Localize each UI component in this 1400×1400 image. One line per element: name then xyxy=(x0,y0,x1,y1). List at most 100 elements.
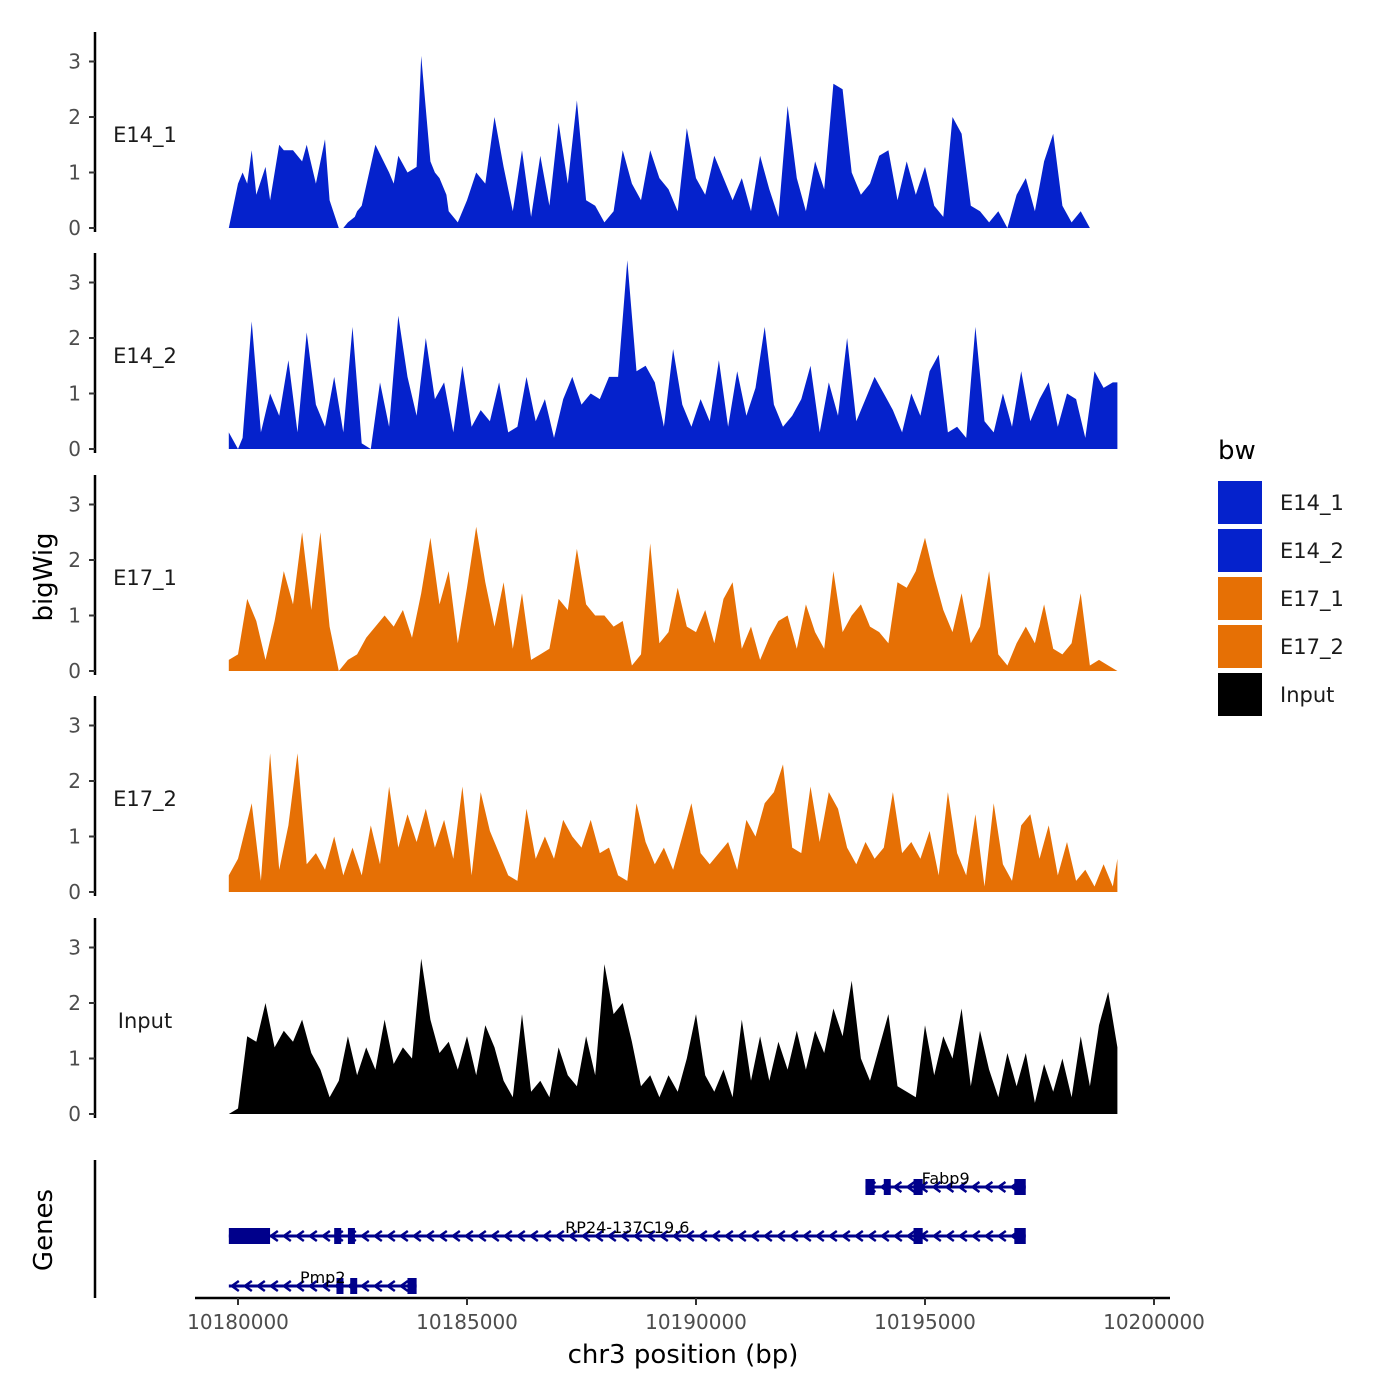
genes-track: Fabp9 RP24-137C19.6 Pmp2 xyxy=(93,1160,1026,1298)
y-tick-label-input-2: 2 xyxy=(68,991,81,1015)
x-tick-label-10180000: 10180000 xyxy=(187,1310,289,1334)
exon-rp24-137c19-6-2 xyxy=(347,1228,355,1244)
exon-rp24-137c19-6-1 xyxy=(334,1228,342,1244)
x-tick-label-10195000: 10195000 xyxy=(874,1310,976,1334)
strand-arrow-icon xyxy=(658,1229,669,1243)
strand-arrow-icon xyxy=(957,1229,968,1243)
y-tick-label-e17-2-3: 3 xyxy=(68,714,81,738)
strand-arrow-icon xyxy=(697,1229,708,1243)
strand-arrow-icon xyxy=(281,1229,292,1243)
gene-label-rp24-137c19-6: RP24-137C19.6 xyxy=(565,1218,689,1237)
strand-arrow-icon xyxy=(268,1279,279,1293)
y-tick-label-e14-1-1: 1 xyxy=(68,161,81,185)
strand-arrow-icon xyxy=(281,1279,292,1293)
exon-fabp9-0 xyxy=(865,1179,875,1195)
strand-arrow-icon xyxy=(502,1229,513,1243)
y-tick-label-e17-2-2: 2 xyxy=(68,769,81,793)
strand-arrow-icon xyxy=(294,1229,305,1243)
strand-arrow-icon xyxy=(996,1180,1007,1194)
area-series-input xyxy=(228,958,1118,1114)
tracks-layer: 0 1 2 3 E14_1 0 1 2 3 E14_2 0 1 2 3 E17_1 0 1 2 3 E17_2 0 1 2 3… xyxy=(68,32,1118,1126)
exon-pmp2-0 xyxy=(336,1278,344,1294)
y-tick-label-e17-1-3: 3 xyxy=(68,493,81,517)
strand-arrow-icon xyxy=(671,1229,682,1243)
legend-entry-e17-1: E17_1 xyxy=(1218,577,1344,620)
y-tick-label-e14-1-0: 0 xyxy=(68,216,81,240)
track-label-e14-2: E14_2 xyxy=(113,344,177,369)
legend-entry-input: Input xyxy=(1218,673,1334,716)
gene-label-fabp9: Fabp9 xyxy=(922,1169,970,1188)
exon-fabp9-1 xyxy=(883,1179,891,1195)
x-axis-title: chr3 position (bp) xyxy=(568,1340,799,1370)
strand-arrow-icon xyxy=(437,1229,448,1243)
track-label-e17-2: E17_2 xyxy=(113,787,177,812)
track-label-input: Input xyxy=(118,1009,172,1033)
legend-swatch-e17-1 xyxy=(1218,577,1262,620)
legend: bw E14_1 E14_2 E17_1 E17_2 Input xyxy=(1218,436,1344,716)
legend-swatch-input xyxy=(1218,673,1262,716)
x-tick-label-10185000: 10185000 xyxy=(416,1310,518,1334)
strand-arrow-icon xyxy=(580,1229,591,1243)
legend-label-e17-1: E17_1 xyxy=(1280,587,1344,612)
strand-arrow-icon xyxy=(242,1279,253,1293)
strand-arrow-icon xyxy=(463,1229,474,1243)
strand-arrow-icon xyxy=(801,1229,812,1243)
strand-arrow-icon xyxy=(528,1229,539,1243)
legend-label-e14-1: E14_1 xyxy=(1280,491,1344,516)
gene-pmp2: Pmp2 xyxy=(228,1268,417,1294)
legend-entry-e14-1: E14_1 xyxy=(1218,481,1344,524)
strand-arrow-icon xyxy=(307,1229,318,1243)
strand-arrow-icon xyxy=(775,1229,786,1243)
strand-arrow-icon xyxy=(632,1229,643,1243)
y-tick-label-e17-1-1: 1 xyxy=(68,604,81,628)
strand-arrow-icon xyxy=(944,1229,955,1243)
y-tick-label-e14-1-3: 3 xyxy=(68,50,81,74)
strand-arrow-icon xyxy=(411,1229,422,1243)
y-tick-label-e14-2-2: 2 xyxy=(68,326,81,350)
strand-arrow-icon xyxy=(385,1279,396,1293)
strand-arrow-icon xyxy=(372,1229,383,1243)
y-tick-label-e14-2-0: 0 xyxy=(68,437,81,461)
strand-arrow-icon xyxy=(320,1279,331,1293)
x-tick-label-10200000: 10200000 xyxy=(1103,1310,1205,1334)
strand-arrow-icon xyxy=(567,1229,578,1243)
x-tick-label-10190000: 10190000 xyxy=(645,1310,747,1334)
area-series-e17-2 xyxy=(228,753,1118,892)
track-label-e17-1: E17_1 xyxy=(113,566,177,591)
strand-arrow-icon xyxy=(905,1180,916,1194)
genes-axis-title: Genes xyxy=(29,1189,59,1271)
track-e17-2: 0 1 2 3 E17_2 xyxy=(68,696,1118,904)
strand-arrow-icon xyxy=(866,1229,877,1243)
strand-arrow-icon xyxy=(983,1180,994,1194)
area-series-e17-1 xyxy=(228,526,1118,671)
area-series-e14-1 xyxy=(228,55,1118,229)
strand-arrow-icon xyxy=(931,1180,942,1194)
y-tick-label-e17-1-2: 2 xyxy=(68,548,81,572)
y-tick-label-e17-2-0: 0 xyxy=(68,880,81,904)
strand-arrow-icon xyxy=(970,1180,981,1194)
track-input: 0 1 2 3 Input xyxy=(68,918,1118,1126)
strand-arrow-icon xyxy=(359,1229,370,1243)
strand-arrow-icon xyxy=(307,1279,318,1293)
strand-arrow-icon xyxy=(905,1229,916,1243)
strand-arrow-icon xyxy=(372,1279,383,1293)
strand-arrow-icon xyxy=(762,1229,773,1243)
strand-arrow-icon xyxy=(892,1180,903,1194)
strand-arrow-icon xyxy=(970,1229,981,1243)
strand-arrow-icon xyxy=(723,1229,734,1243)
strand-arrow-icon xyxy=(385,1229,396,1243)
strand-arrow-icon xyxy=(398,1229,409,1243)
strand-arrow-icon xyxy=(944,1180,955,1194)
legend-title: bw xyxy=(1218,436,1256,466)
strand-arrow-icon xyxy=(424,1229,435,1243)
strand-arrow-icon xyxy=(814,1229,825,1243)
strand-arrow-icon xyxy=(710,1229,721,1243)
exon-rp24-137c19-6-3 xyxy=(913,1228,923,1244)
strand-arrow-icon xyxy=(268,1229,279,1243)
legend-swatch-e17-2 xyxy=(1218,625,1262,668)
y-tick-label-input-0: 0 xyxy=(68,1102,81,1126)
legend-entry-e14-2: E14_2 xyxy=(1218,529,1344,572)
strand-arrow-icon xyxy=(840,1229,851,1243)
strand-arrow-icon xyxy=(541,1229,552,1243)
strand-arrow-icon xyxy=(736,1229,747,1243)
